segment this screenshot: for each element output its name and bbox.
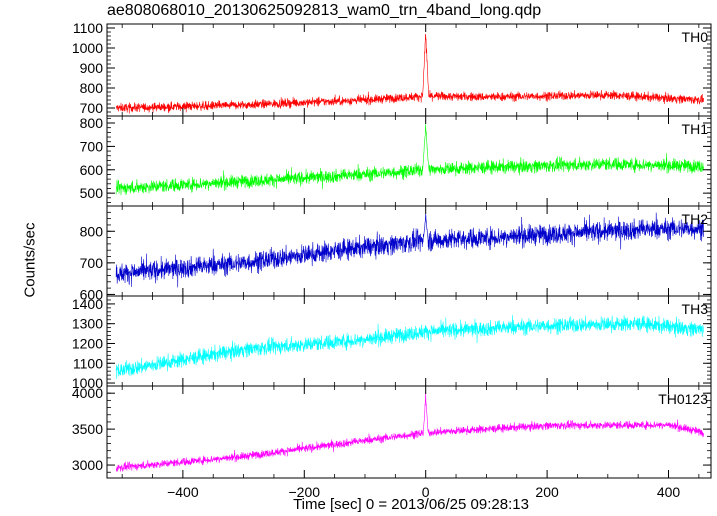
panel-label-th2: TH2 [682, 211, 709, 227]
panel-frame-th0123 [106, 385, 712, 479]
y-tick-label: 700 [80, 255, 104, 271]
y-tick-label: 600 [80, 162, 104, 178]
panel-frame-th3 [106, 295, 712, 387]
y-tick-label: 1100 [73, 20, 103, 36]
x-tick-label: 0 [422, 484, 430, 500]
panel-frame-th1 [106, 115, 712, 207]
y-tick-label: 4000 [72, 385, 103, 401]
y-tick-label: 1000 [72, 375, 103, 391]
chart-title: ae808068010_20130625092813_wam0_trn_4ban… [107, 2, 542, 19]
panel-label-th3: TH3 [682, 301, 709, 317]
x-tick-label: 200 [535, 484, 559, 500]
panel-label-th0123: TH0123 [658, 391, 708, 407]
y-tick-label: 700 [80, 138, 104, 154]
y-tick-label: 1400 [72, 296, 103, 312]
y-tick-label: 1100 [73, 355, 103, 371]
x-tick-label: −400 [167, 484, 199, 500]
series-line-th0 [115, 33, 704, 114]
series-line-th3 [115, 314, 704, 379]
y-tick-label: 500 [80, 185, 104, 201]
y-tick-label: 800 [80, 223, 104, 239]
y-tick-label: 3000 [72, 457, 103, 473]
y-tick-label: 600 [80, 286, 104, 302]
x-tick-label: −200 [289, 484, 321, 500]
y-tick-label: 900 [80, 60, 104, 76]
panel-frame-th0 [106, 23, 712, 117]
y-tick-label: 1200 [72, 335, 103, 351]
series-line-th2 [115, 212, 704, 288]
panel-label-th1: TH1 [682, 121, 709, 137]
series-line-th0123 [115, 392, 704, 472]
series-line-th1 [115, 124, 704, 196]
y-tick-label: 1000 [72, 40, 103, 56]
panel-label-th0: TH0 [682, 29, 709, 45]
y-tick-label: 1300 [72, 316, 103, 332]
x-axis-label: Time [sec] 0 = 2013/06/25 09:28:13 [293, 496, 529, 513]
y-tick-label: 800 [80, 115, 104, 131]
y-tick-label: 3500 [72, 421, 103, 437]
y-tick-label: 800 [80, 80, 104, 96]
y-tick-label: 700 [80, 100, 104, 116]
x-tick-label: 400 [657, 484, 681, 500]
